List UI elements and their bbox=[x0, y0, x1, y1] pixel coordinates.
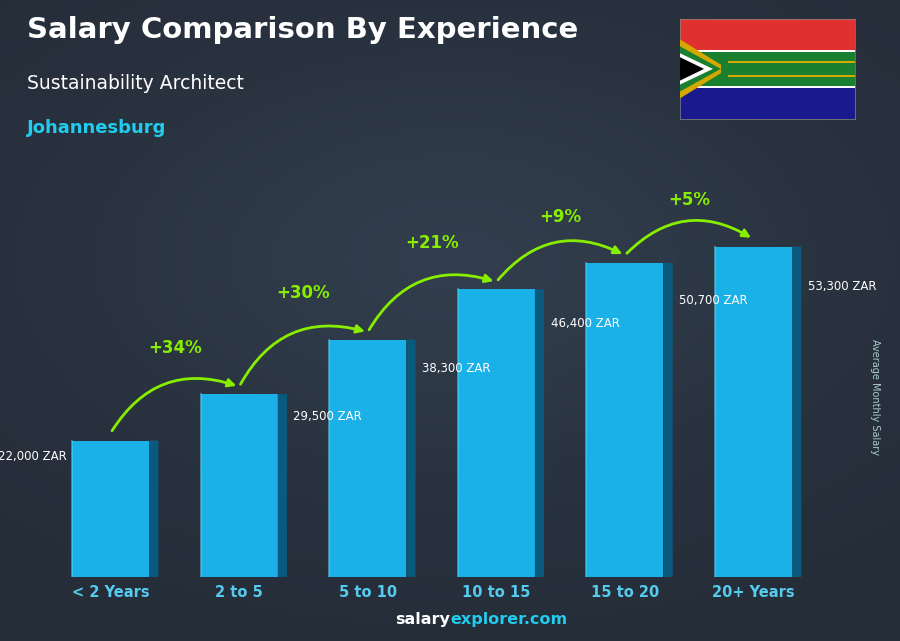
Polygon shape bbox=[149, 440, 158, 577]
Text: 46,400 ZAR: 46,400 ZAR bbox=[551, 317, 619, 330]
Bar bbox=[680, 19, 855, 53]
Text: 53,300 ZAR: 53,300 ZAR bbox=[807, 279, 877, 293]
Text: explorer.com: explorer.com bbox=[450, 612, 567, 627]
Polygon shape bbox=[406, 340, 416, 577]
FancyBboxPatch shape bbox=[715, 247, 792, 577]
FancyBboxPatch shape bbox=[458, 289, 535, 577]
FancyBboxPatch shape bbox=[201, 394, 278, 577]
Text: Average Monthly Salary: Average Monthly Salary bbox=[869, 340, 880, 455]
FancyBboxPatch shape bbox=[586, 263, 663, 577]
Polygon shape bbox=[535, 289, 544, 577]
Polygon shape bbox=[663, 263, 672, 577]
Bar bbox=[680, 52, 855, 86]
Text: +21%: +21% bbox=[405, 234, 459, 252]
Text: 50,700 ZAR: 50,700 ZAR bbox=[680, 294, 748, 307]
Polygon shape bbox=[680, 57, 704, 81]
Polygon shape bbox=[680, 53, 713, 85]
Text: +5%: +5% bbox=[668, 192, 710, 210]
Text: 29,500 ZAR: 29,500 ZAR bbox=[293, 410, 362, 422]
Bar bbox=[680, 85, 855, 119]
Bar bbox=[728, 61, 855, 77]
Polygon shape bbox=[680, 46, 721, 92]
Text: +34%: +34% bbox=[148, 339, 202, 357]
Text: +9%: +9% bbox=[539, 208, 581, 226]
Text: 22,000 ZAR: 22,000 ZAR bbox=[0, 451, 67, 463]
Bar bbox=[680, 49, 855, 88]
Bar bbox=[721, 63, 855, 75]
Polygon shape bbox=[792, 247, 801, 577]
Polygon shape bbox=[680, 39, 728, 99]
Polygon shape bbox=[278, 394, 287, 577]
Text: Salary Comparison By Experience: Salary Comparison By Experience bbox=[27, 16, 578, 44]
Text: 38,300 ZAR: 38,300 ZAR bbox=[422, 362, 490, 374]
Text: +30%: +30% bbox=[276, 285, 330, 303]
FancyBboxPatch shape bbox=[72, 440, 149, 577]
Text: Johannesburg: Johannesburg bbox=[27, 119, 166, 137]
FancyBboxPatch shape bbox=[329, 340, 406, 577]
Text: Sustainability Architect: Sustainability Architect bbox=[27, 74, 244, 93]
Text: salary: salary bbox=[395, 612, 450, 627]
